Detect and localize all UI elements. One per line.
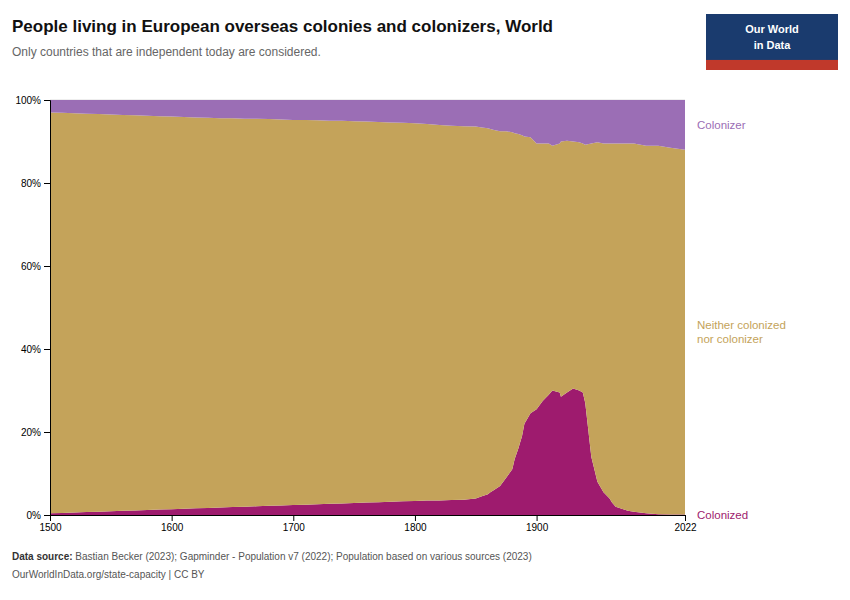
y-tick: 0%: [27, 510, 50, 521]
source-line: OurWorldInData.org/state-capacity | CC B…: [12, 569, 205, 580]
series-label-line: nor colonizer: [697, 333, 763, 345]
series-label: Neither colonized nor colonizer: [697, 319, 786, 345]
y-tick-label: 40%: [21, 344, 41, 355]
y-tick-label: 100%: [15, 95, 41, 106]
areas: [50, 100, 685, 515]
series-label-line: Neither colonized: [697, 319, 786, 331]
logo-text: in Data: [754, 39, 792, 51]
x-tick: 2022: [674, 515, 697, 533]
x-tick-mark: [293, 515, 294, 521]
chart-svg: People living in European overseas colon…: [0, 0, 850, 600]
series-label: Colonized: [697, 509, 748, 521]
y-tick: 20%: [21, 427, 50, 438]
y-axis-line: [44, 101, 51, 516]
logo-text: Our World: [745, 23, 799, 35]
source-line: Bastian Becker (2023); Gapminder - Popul…: [73, 551, 532, 562]
y-tick-mark: [44, 100, 50, 101]
y-tick: 80%: [21, 178, 50, 189]
series-label-line: Colonized: [697, 509, 748, 521]
y-tick: 100%: [15, 95, 50, 106]
x-tick: 1500: [39, 515, 62, 533]
logo-accent: [706, 60, 838, 70]
y-tick-mark: [44, 266, 50, 267]
x-tick: 1900: [526, 515, 549, 533]
x-tick-mark: [685, 515, 686, 521]
y-tick: 60%: [21, 261, 50, 272]
source: Data source: Bastian Becker (2023); Gapm…: [12, 551, 532, 562]
chart-container: People living in European overseas colon…: [0, 0, 850, 600]
y-tick-label: 0%: [27, 510, 42, 521]
y-tick-label: 60%: [21, 261, 41, 272]
y-tick: 40%: [21, 344, 50, 355]
x-tick-label: 1900: [526, 522, 549, 533]
y-tick-label: 80%: [21, 178, 41, 189]
x-tick: 1700: [283, 515, 306, 533]
plot: 1500 1600 1700 1800 1900 2022 0% 20% 40% 60% 80% 10…: [15, 95, 785, 533]
series-label-line: Colonizer: [697, 119, 746, 131]
x-tick-label: 1800: [404, 522, 427, 533]
area: [50, 100, 685, 150]
source-bold: Data source:: [12, 551, 73, 562]
series-label: Colonizer: [697, 119, 746, 131]
y-axis: 0% 20% 40% 60% 80% 100%: [15, 95, 50, 521]
x-tick-label: 1700: [283, 522, 306, 533]
x-tick-label: 2022: [674, 522, 697, 533]
subtitle: Only countries that are independent toda…: [12, 45, 321, 59]
x-tick-label: 1600: [161, 522, 184, 533]
y-tick-mark: [44, 183, 50, 184]
x-tick-label: 1500: [39, 522, 62, 533]
title: People living in European overseas colon…: [12, 17, 553, 36]
y-tick-label: 20%: [21, 427, 41, 438]
x-axis-line: [51, 516, 686, 522]
y-tick-mark: [44, 349, 50, 350]
x-tick: 1800: [404, 515, 427, 533]
x-tick-mark: [537, 515, 538, 521]
series-labels: Colonized Neither colonized nor colonizer C…: [697, 119, 786, 521]
x-axis: 1500 1600 1700 1800 1900 2022: [39, 515, 697, 533]
x-tick: 1600: [161, 515, 184, 533]
logo: Our World in Data: [706, 14, 838, 70]
grid: [50, 100, 685, 515]
y-tick-mark: [44, 432, 50, 433]
area: [50, 112, 685, 514]
logo-box: [706, 14, 838, 70]
x-tick-mark: [172, 515, 173, 521]
y-tick-mark: [44, 515, 50, 516]
x-tick-mark: [415, 515, 416, 521]
